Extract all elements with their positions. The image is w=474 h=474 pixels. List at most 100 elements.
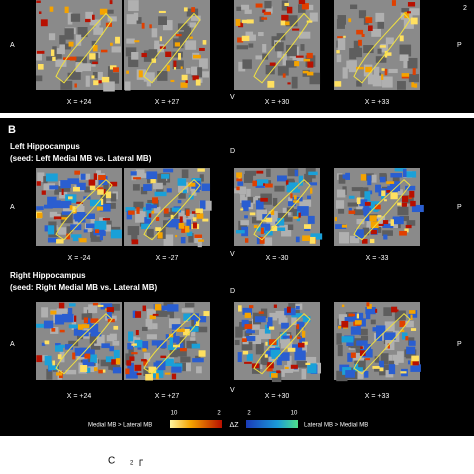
tissue [373, 66, 380, 79]
slice-label: X = +24 [67, 393, 92, 400]
positive-cluster [334, 217, 337, 222]
positive-cluster [41, 190, 46, 195]
negative-cluster [110, 229, 122, 239]
tissue [287, 168, 299, 177]
negative-cluster [74, 347, 84, 356]
positive-cluster [61, 188, 64, 196]
tissue [258, 329, 271, 340]
positive-cluster [381, 74, 384, 80]
tissue [309, 12, 318, 22]
negative-cluster [55, 343, 61, 348]
positive-cluster [253, 225, 258, 229]
tissue [296, 360, 307, 368]
tissue [280, 369, 285, 377]
section-title: Left Hippocampus [10, 142, 80, 151]
negative-cluster [147, 204, 157, 209]
tissue [145, 318, 153, 330]
tissue [125, 47, 137, 57]
tissue [336, 333, 342, 345]
tissue [126, 38, 135, 44]
positive-cluster [194, 234, 203, 238]
tissue [406, 220, 416, 226]
positive-cluster [163, 208, 169, 214]
hippocampus-outline [143, 313, 201, 375]
negative-cluster [183, 313, 191, 321]
positive-cluster [181, 74, 188, 81]
positive-cluster [350, 352, 356, 358]
positive-cluster [412, 68, 416, 75]
tissue [251, 363, 261, 374]
tissue [287, 224, 294, 231]
negative-cluster [142, 341, 149, 350]
tissue [57, 227, 67, 235]
axis-stub [139, 459, 143, 466]
positive-cluster [97, 304, 104, 307]
positive-cluster [410, 17, 418, 25]
colorbar-tick: 10 [291, 411, 298, 417]
negative-cluster [352, 367, 363, 372]
tissue [132, 184, 140, 191]
tissue [394, 310, 406, 321]
negative-cluster [186, 219, 191, 230]
negative-cluster [125, 207, 135, 212]
negative-cluster [171, 324, 181, 330]
tissue [357, 368, 364, 379]
positive-cluster [89, 53, 96, 60]
negative-cluster [146, 210, 151, 220]
section-subtitle: (seed: Right Medial MB vs. Lateral MB) [10, 283, 157, 292]
anterior-label: A [10, 42, 15, 49]
tissue [243, 174, 254, 183]
negative-cluster [270, 349, 281, 357]
tissue [54, 185, 62, 195]
tissue [408, 74, 420, 83]
tissue [172, 60, 184, 70]
positive-cluster [237, 37, 244, 43]
positive-cluster [93, 173, 98, 180]
positive-cluster [249, 212, 256, 216]
positive-cluster [89, 183, 96, 190]
colorbar-label: Lateral MB > Medial MB [304, 423, 368, 429]
negative-cluster [361, 349, 373, 358]
positive-cluster [273, 304, 277, 308]
positive-cluster [368, 25, 373, 31]
negative-cluster [246, 353, 253, 361]
tissue [281, 224, 292, 237]
positive-cluster [236, 186, 240, 191]
negative-cluster [64, 344, 74, 350]
tissue [355, 348, 363, 353]
tissue [146, 308, 156, 319]
tissue [177, 23, 188, 30]
negative-cluster [294, 169, 298, 177]
tissue [128, 0, 139, 12]
positive-cluster [360, 174, 367, 181]
negative-cluster [127, 342, 134, 350]
positive-cluster [142, 305, 147, 312]
negative-cluster [44, 204, 53, 209]
tissue [338, 208, 345, 214]
tissue [397, 351, 404, 363]
negative-cluster [157, 361, 166, 371]
tissue [263, 237, 273, 246]
negative-cluster [80, 173, 86, 180]
tissue [75, 34, 82, 46]
tissue [388, 360, 395, 366]
tissue [133, 12, 139, 21]
tissue [241, 341, 253, 351]
tissue [409, 8, 420, 16]
positive-cluster [338, 325, 342, 329]
positive-cluster [85, 18, 91, 23]
tissue [256, 209, 268, 221]
positive-cluster [283, 21, 290, 26]
negative-cluster [406, 171, 417, 178]
tissue [77, 27, 88, 38]
negative-cluster [345, 370, 355, 378]
negative-cluster [237, 181, 244, 186]
positive-cluster [175, 33, 182, 37]
positive-cluster [79, 238, 87, 243]
tissue [156, 188, 164, 194]
positive-cluster [151, 58, 157, 63]
negative-cluster [171, 366, 182, 373]
negative-cluster [375, 184, 382, 193]
tissue [172, 51, 183, 58]
